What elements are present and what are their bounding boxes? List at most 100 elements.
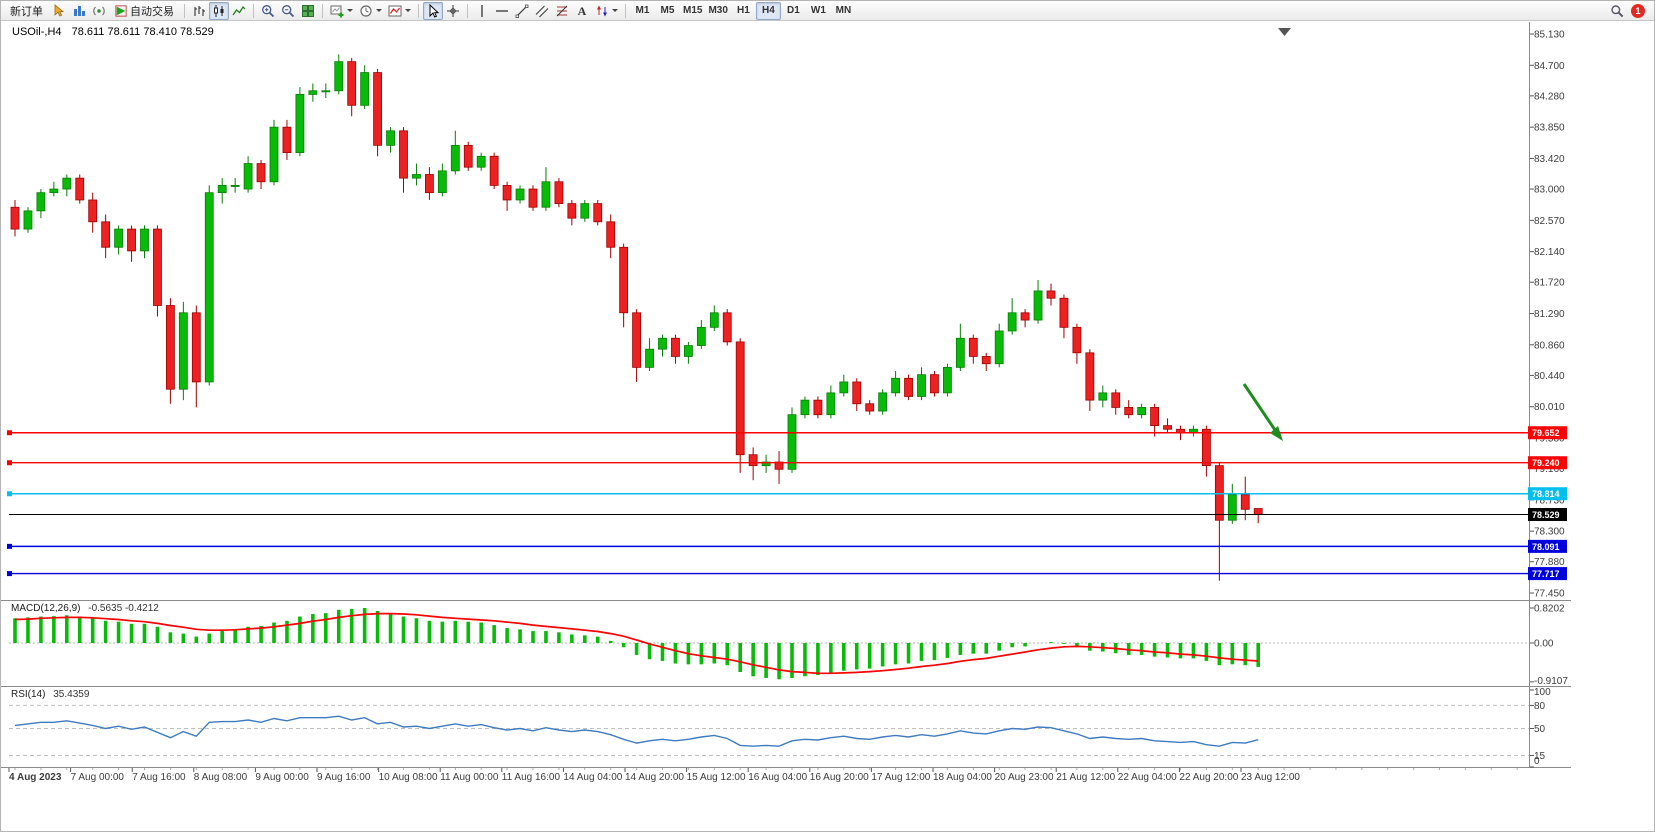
svg-text:100: 100 — [1534, 687, 1551, 698]
candle-body — [865, 403, 875, 412]
svg-text:20 Aug 23:00: 20 Aug 23:00 — [995, 772, 1054, 783]
candle-body — [10, 206, 20, 230]
line-handle[interactable] — [7, 571, 12, 577]
text-tool-icon[interactable]: A — [572, 2, 592, 20]
svg-text:83.000: 83.000 — [1534, 185, 1565, 196]
zoom-in-icon[interactable] — [258, 2, 278, 20]
svg-text:80.010: 80.010 — [1534, 402, 1565, 413]
timeframe-button-w1[interactable]: W1 — [810, 5, 826, 16]
candlestick-mode-icon[interactable] — [209, 1, 229, 20]
timeframe-button-h4[interactable]: H4 — [755, 1, 781, 20]
candle-body — [658, 337, 667, 350]
tile-windows-icon[interactable] — [298, 2, 318, 20]
market-watch-icon[interactable] — [69, 2, 89, 20]
svg-text:79.160: 79.160 — [1534, 464, 1565, 475]
timeframe-button-m1[interactable]: M1 — [635, 5, 650, 16]
svg-text:7 Aug 00:00: 7 Aug 00:00 — [71, 772, 125, 783]
candle-body — [1163, 425, 1172, 430]
play-icon — [115, 4, 127, 17]
candle-body — [243, 163, 253, 190]
svg-text:16 Aug 20:00: 16 Aug 20:00 — [810, 772, 869, 783]
cursor-tool-icon[interactable] — [423, 1, 443, 20]
arrow-annotation[interactable] — [1242, 383, 1277, 431]
timeframe-button-h1[interactable]: H1 — [737, 5, 750, 16]
svg-text:11 Aug 00:00: 11 Aug 00:00 — [440, 772, 499, 783]
trendline-tool-icon[interactable] — [512, 2, 532, 20]
chart-shift-marker[interactable] — [1278, 28, 1291, 36]
svg-text:82.140: 82.140 — [1534, 247, 1565, 258]
arrows-tool-button[interactable] — [592, 2, 621, 20]
channel-tool-icon[interactable] — [532, 2, 552, 20]
candle-body — [1007, 312, 1017, 332]
candle-body — [994, 330, 1004, 365]
fibonacci-tool-icon[interactable] — [552, 2, 572, 20]
bar-chart-mode-icon[interactable] — [189, 2, 209, 20]
notification-badge[interactable]: 1 — [1631, 3, 1645, 18]
candlesticks — [10, 54, 1263, 581]
line-handle[interactable] — [7, 460, 12, 466]
candle-body — [645, 348, 654, 368]
svg-text:79.652: 79.652 — [1532, 428, 1560, 438]
candle-body — [217, 184, 227, 194]
candle-body — [904, 377, 913, 397]
crosshair-tool-icon[interactable] — [443, 2, 463, 20]
svg-text:77.880: 77.880 — [1534, 557, 1565, 568]
candle-body — [528, 188, 538, 208]
search-icon[interactable] — [1607, 2, 1627, 20]
quick-trade-pointer-icon[interactable] — [49, 2, 69, 20]
vertical-line-tool-icon[interactable] — [472, 2, 492, 20]
svg-text:78.814: 78.814 — [1532, 489, 1560, 499]
svg-text:23 Aug 12:00: 23 Aug 12:00 — [1241, 772, 1300, 783]
candle-body — [1098, 392, 1108, 401]
svg-text:8 Aug 08:00: 8 Aug 08:00 — [194, 772, 248, 783]
svg-text:0.00: 0.00 — [1534, 639, 1554, 650]
candle-body — [424, 174, 434, 194]
new-chart-button[interactable] — [327, 2, 356, 20]
candle-body — [696, 326, 706, 346]
candle-body — [360, 72, 370, 106]
line-chart-mode-icon[interactable] — [229, 2, 249, 20]
zoom-out-icon[interactable] — [278, 2, 298, 20]
candle-body — [852, 381, 862, 405]
candle-body — [1150, 407, 1159, 427]
svg-text:80: 80 — [1534, 701, 1546, 712]
candle-body — [709, 312, 719, 328]
candle-body — [748, 454, 758, 467]
timeframe-button-m30[interactable]: M30 — [708, 5, 728, 16]
svg-text:77.717: 77.717 — [1532, 569, 1560, 579]
candle-body — [619, 246, 629, 314]
timeframe-button-m15[interactable]: M15 — [683, 5, 703, 16]
profiles-button[interactable] — [356, 2, 385, 20]
candle-body — [800, 399, 810, 416]
rsi-indicator-label: RSI(14) 35.4359 — [11, 689, 89, 700]
candle-body — [321, 90, 331, 93]
line-handle[interactable] — [7, 543, 12, 549]
indicators-button[interactable] — [385, 2, 414, 20]
rsi-line — [14, 715, 1259, 747]
auto-trading-button[interactable]: 自动交易 — [109, 2, 180, 20]
svg-text:11 Aug 16:00: 11 Aug 16:00 — [502, 772, 561, 783]
candle-body — [826, 392, 836, 416]
svg-text:0.8202: 0.8202 — [1534, 604, 1565, 615]
line-handle[interactable] — [7, 430, 12, 436]
svg-text:15 Aug 12:00: 15 Aug 12:00 — [687, 772, 746, 783]
dropdown-caret — [347, 9, 353, 12]
candle-body — [386, 130, 395, 146]
timeframe-button-d1[interactable]: D1 — [787, 5, 800, 16]
svg-text:50: 50 — [1534, 724, 1546, 735]
horizontal-line-tool-icon[interactable] — [492, 2, 512, 20]
toolbar-separator — [418, 3, 419, 18]
timeframe-button-mn[interactable]: MN — [835, 5, 852, 16]
candle-body — [1124, 407, 1134, 416]
new-order-button[interactable]: 新订单 — [10, 5, 43, 18]
signals-icon[interactable] — [89, 2, 109, 20]
toolbar-separator — [467, 3, 468, 18]
candle-body — [554, 181, 564, 204]
line-handle[interactable] — [7, 491, 12, 497]
candle-body — [23, 210, 33, 230]
candle-body — [878, 392, 888, 412]
candle-body — [295, 94, 305, 154]
timeframe-button-m5[interactable]: M5 — [660, 5, 675, 16]
